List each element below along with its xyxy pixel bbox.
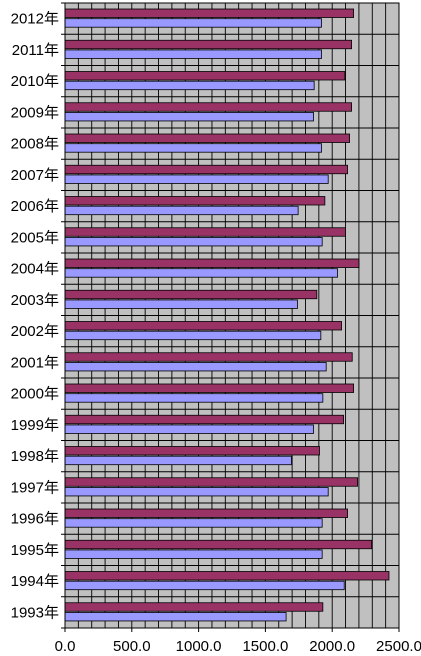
bar-series-1-2001年 [64, 352, 353, 362]
bar-series-1-2005年 [64, 227, 346, 237]
bar-series-2-2012年 [64, 18, 322, 28]
y-tick-label: 1994年 [11, 573, 59, 590]
y-tick-label: 2004年 [11, 261, 59, 278]
y-tick-label: 1999年 [11, 417, 59, 434]
x-tick-label: 1500.0 [242, 638, 288, 655]
bar-series-2-2010年 [64, 80, 315, 91]
bar-series-1-1993年 [64, 602, 324, 612]
y-tick-label: 1997年 [11, 479, 59, 496]
y-tick-label: 2008年 [11, 136, 59, 153]
bar-series-1-1998年 [64, 446, 320, 456]
x-tick-label: 2500.0 [376, 638, 421, 655]
bar-series-2-1993年 [64, 612, 287, 622]
y-tick-label: 2009年 [11, 104, 59, 121]
bar-series-1-1996年 [64, 508, 348, 518]
bar-series-1-1997年 [64, 477, 358, 487]
bar-series-2-2008年 [64, 143, 322, 153]
bar-series-2-2004年 [64, 268, 338, 278]
x-tick-label: 0.0 [55, 638, 76, 655]
x-tick-label: 1000.0 [176, 638, 222, 655]
bar-series-2-1998年 [64, 455, 292, 466]
y-tick-label: 2001年 [11, 354, 59, 371]
y-tick-label: 1998年 [11, 448, 59, 465]
bar-series-1-1995年 [64, 539, 373, 550]
y-tick-label: 2011年 [12, 42, 59, 59]
y-tick-label: 2002年 [11, 323, 59, 340]
bar-series-2-2003年 [64, 299, 298, 309]
y-tick-label: 2003年 [11, 292, 59, 309]
y-tick-label: 1996年 [11, 511, 59, 528]
bar-series-2-1999年 [64, 424, 314, 434]
bar-series-2-1994年 [64, 580, 345, 591]
bar-series-2-2002年 [64, 330, 322, 341]
bar-series-2-2006年 [64, 205, 299, 216]
bar-series-2-1997年 [64, 487, 329, 497]
bar-series-1-2006年 [64, 196, 326, 206]
bar-series-2-1996年 [64, 518, 323, 528]
bar-series-1-2002年 [64, 321, 342, 331]
bar-series-1-2008年 [64, 133, 350, 143]
bar-series-1-2007年 [64, 164, 348, 175]
y-tick-label: 2012年 [11, 11, 59, 28]
bar-series-1-2012年 [64, 8, 354, 18]
x-tick-label: 500.0 [113, 638, 151, 655]
bar-series-1-1994年 [64, 571, 390, 581]
bar-series-2-2011年 [64, 49, 322, 59]
y-tick-label: 2010年 [11, 73, 59, 90]
bar-series-2-2001年 [64, 362, 327, 372]
y-tick-label: 1993年 [11, 604, 59, 621]
bar-series-1-2004年 [64, 258, 360, 268]
bar-series-1-2000年 [64, 383, 354, 393]
y-tick-label: 2007年 [11, 167, 59, 184]
y-tick-label: 1995年 [11, 542, 59, 559]
bar-series-1-2009年 [64, 102, 352, 112]
bar-series-2-2009年 [64, 112, 314, 122]
bar-series-1-2003年 [64, 289, 318, 300]
bar-series-2-1995年 [64, 549, 323, 559]
bar-series-2-2005年 [64, 237, 323, 247]
bar-series-1-1999年 [64, 414, 344, 425]
y-tick-label: 2000年 [11, 386, 59, 403]
bar-series-2-2007年 [64, 174, 329, 184]
bar-series-2-2000年 [64, 393, 324, 403]
bar-series-1-2011年 [64, 39, 352, 50]
x-tick-label: 2000.0 [309, 638, 355, 655]
y-tick-label: 2005年 [11, 229, 59, 246]
bar-series-1-2010年 [64, 71, 346, 81]
y-tick-label: 2006年 [11, 198, 59, 215]
